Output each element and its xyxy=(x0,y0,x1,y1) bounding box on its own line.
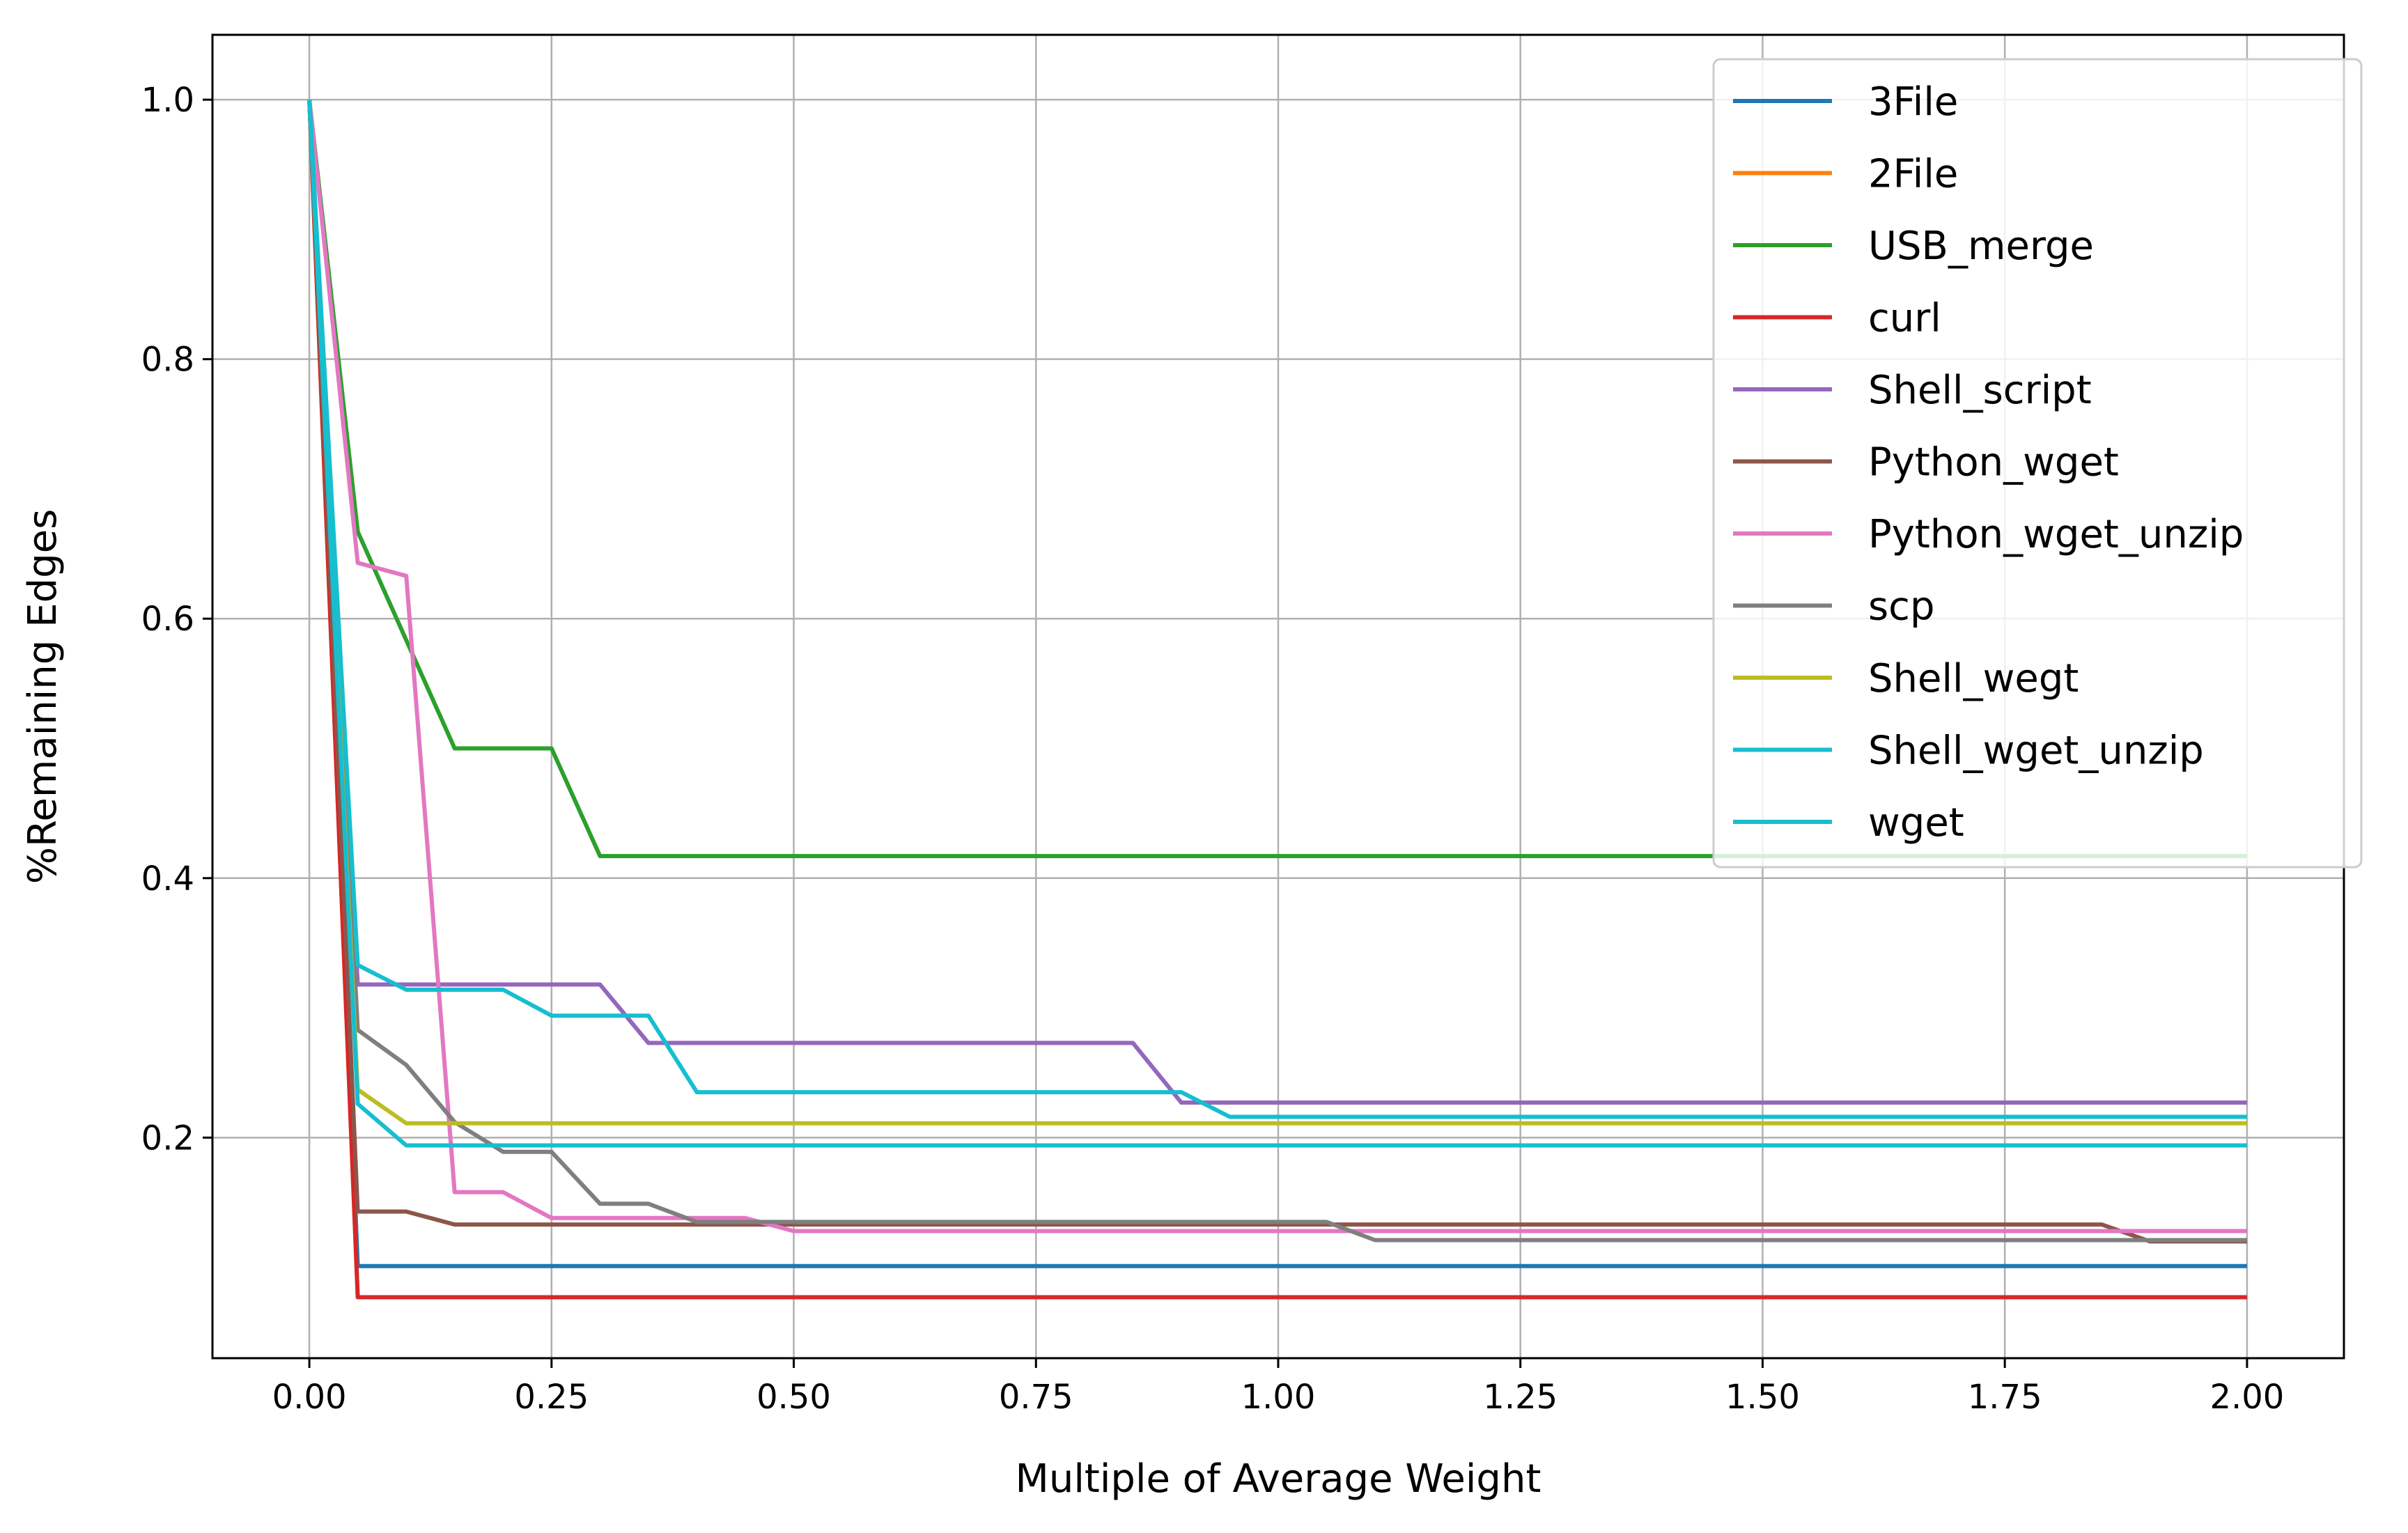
series-lines xyxy=(307,99,2247,1300)
legend-label: Python_wget xyxy=(1868,440,2119,485)
legend-label: Shell_script xyxy=(1868,368,2092,413)
series-line-shell-wget-unzip xyxy=(307,99,2247,1119)
series-line-wget xyxy=(307,99,2247,1148)
legend-label: scp xyxy=(1868,584,1935,630)
legend-label: Python_wget_unzip xyxy=(1868,512,2244,557)
y-tick-label: 0.6 xyxy=(141,600,194,639)
x-axis-label: Multiple of Average Weight xyxy=(1016,1456,1541,1502)
x-tick-label: 0.50 xyxy=(756,1378,831,1417)
legend-label: 2File xyxy=(1868,152,1958,197)
legend-label: Shell_wegt xyxy=(1868,656,2079,701)
legend-label: Shell_wget_unzip xyxy=(1868,729,2204,774)
series-line-scp xyxy=(307,99,2247,1243)
x-tick-label: 2.00 xyxy=(2209,1378,2284,1417)
y-axis-label: %Remaining Edges xyxy=(20,509,65,884)
x-tick-label: 1.00 xyxy=(1241,1378,1316,1417)
series-line-python-wget-unzip xyxy=(307,99,2247,1234)
x-axis-ticks: 0.00 0.25 0.50 0.75 1.00 1.25 1.50 1.75 2.00 xyxy=(272,1358,2284,1417)
series-line-usb-merge xyxy=(307,99,2247,859)
x-tick-label: 1.50 xyxy=(1725,1378,1800,1417)
series-line-shell-script xyxy=(307,99,2247,1105)
y-tick-label: 1.0 xyxy=(141,81,194,120)
legend-label: wget xyxy=(1868,800,1964,846)
legend-label: 3File xyxy=(1868,79,1958,125)
y-axis-ticks: 0.2 0.4 0.6 0.8 1.0 xyxy=(141,81,212,1158)
legend-label: USB_merge xyxy=(1868,224,2094,269)
x-tick-label: 0.00 xyxy=(272,1378,347,1417)
x-tick-label: 0.75 xyxy=(999,1378,1073,1417)
y-tick-label: 0.2 xyxy=(141,1119,194,1158)
x-tick-label: 0.25 xyxy=(514,1378,589,1417)
x-tick-label: 1.25 xyxy=(1483,1378,1558,1417)
x-tick-label: 1.75 xyxy=(1968,1378,2042,1417)
legend-label: curl xyxy=(1868,296,1941,341)
y-tick-label: 0.8 xyxy=(141,341,194,380)
y-tick-label: 0.4 xyxy=(141,859,194,898)
legend-box xyxy=(1712,58,2363,869)
